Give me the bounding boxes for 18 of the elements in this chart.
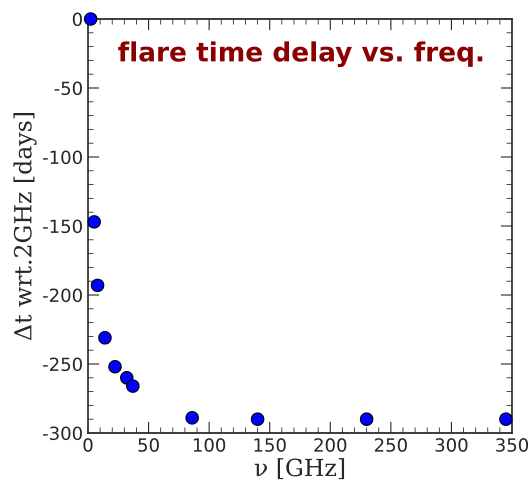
x-tick-label: 350 [496, 438, 528, 452]
x-tick-label: 300 [436, 438, 468, 452]
y-tick-label: -50 [54, 81, 82, 96]
y-tick-label: -250 [43, 357, 82, 372]
x-tick-label: 250 [374, 438, 407, 452]
y-tick-label: 0 [72, 12, 82, 26]
x-tick-label: 0 [83, 438, 93, 452]
x-tick-label: 200 [314, 438, 346, 452]
x-tick-label: 100 [194, 438, 226, 452]
x-tick-label: 50 [138, 438, 159, 452]
y-tick-label: -300 [43, 426, 82, 440]
x-axis-title: ν [GHz] [254, 458, 344, 480]
y-tick-label: -150 [43, 219, 82, 234]
y-axis-title: Δt wrt.2GHz [days] [13, 113, 37, 340]
text: flare time delay vs. freq. [118, 41, 482, 68]
y-tick-label: -200 [43, 288, 82, 302]
y-tick-label: -100 [43, 150, 82, 164]
x-tick-label: 150 [254, 438, 286, 452]
